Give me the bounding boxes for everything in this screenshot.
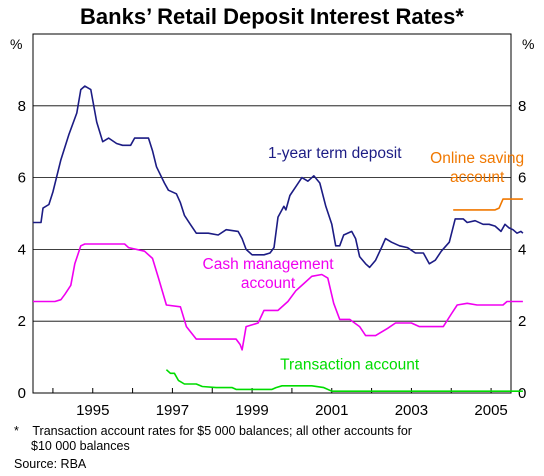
y-tick-label-right: 8	[518, 98, 526, 115]
source-note: Source: RBA	[14, 457, 87, 471]
footnote: * Transaction account rates for $5 000 b…	[14, 424, 412, 454]
y-tick-label-right: 0	[518, 385, 526, 402]
y-tick-label-left: 8	[18, 98, 26, 115]
axis-ticks: 0 0 2 2 4 4 6 6 8 8 1995 1997 1999 2001 2003 2005	[18, 98, 527, 419]
y-tick-label-right: 2	[518, 313, 526, 330]
x-tick-label: 1999	[235, 402, 268, 419]
footnote-marker: *	[14, 424, 19, 438]
y-tick-label-left: 0	[18, 385, 26, 402]
footnote-line-2: $10 000 balances	[31, 439, 130, 453]
chart-title: Banks’ Retail Deposit Interest Rates*	[80, 4, 464, 29]
x-tick-label: 2003	[395, 402, 428, 419]
plot-frame	[32, 33, 512, 394]
series-line-0	[33, 85, 524, 269]
x-tick-label: 2001	[315, 402, 348, 419]
y-tick-label-left: 2	[18, 313, 26, 330]
series-label: Transaction account	[280, 357, 420, 374]
y-tick-label-left: 6	[18, 170, 26, 187]
y-tick-label-right: 6	[518, 170, 526, 187]
y-tick-label-right: 4	[518, 241, 526, 258]
left-axis-unit: %	[10, 36, 23, 52]
y-tick-label-left: 4	[18, 241, 26, 258]
series-line-3	[165, 369, 523, 392]
x-tick-label: 2005	[474, 402, 507, 419]
series-labels: 1-year term deposit Online saving account C…	[203, 145, 525, 374]
series-label: Online saving account	[430, 150, 524, 186]
series-label: Cash management account	[203, 256, 335, 292]
right-axis-unit: %	[522, 36, 535, 52]
x-tick-label: 1995	[76, 402, 109, 419]
series-line-1	[453, 198, 523, 211]
series-label: 1-year term deposit	[268, 145, 402, 162]
footnote-line-1: Transaction account rates for $5 000 bal…	[32, 424, 412, 438]
series-line-2	[33, 243, 523, 351]
series-lines	[33, 85, 524, 392]
x-tick-label: 1997	[156, 402, 189, 419]
